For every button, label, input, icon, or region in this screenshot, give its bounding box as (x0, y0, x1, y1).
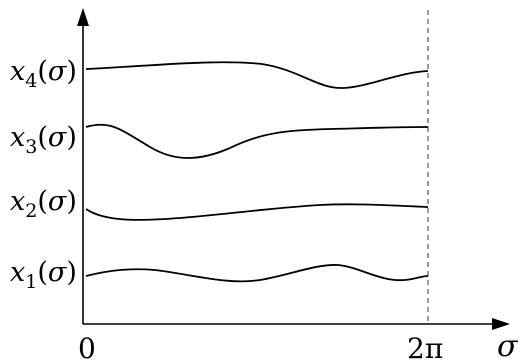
x-axis-name: σ (497, 329, 519, 364)
curve-x3 (85, 123, 429, 159)
x-tick-label-end: 2π (407, 332, 443, 364)
curve-x2 (85, 203, 429, 221)
curve-x1 (85, 264, 429, 283)
curve-x4 (85, 61, 429, 89)
curve-label-x1: x1(σ) (10, 257, 77, 293)
x-axis-arrow-icon (492, 318, 510, 330)
curve-label-x3: x3(σ) (10, 122, 77, 158)
y-axis-arrow-icon (77, 8, 89, 26)
x-tick-label-start: 0 (78, 332, 96, 364)
curve-label-x4: x4(σ) (10, 56, 77, 92)
curve-label-x2: x2(σ) (10, 186, 77, 222)
